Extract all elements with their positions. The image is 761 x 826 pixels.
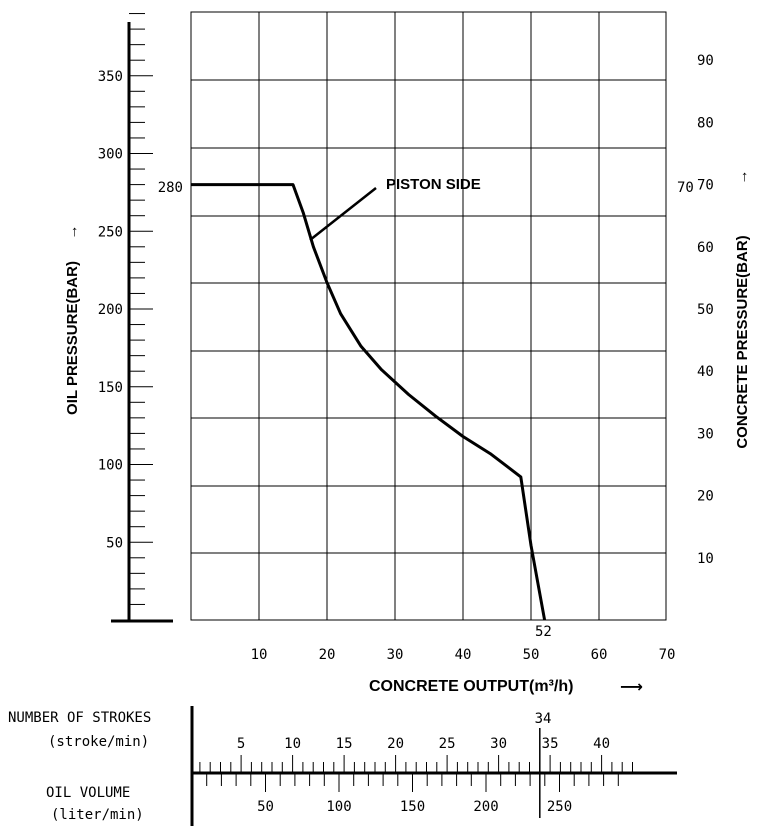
strokes-tick-label: 25 (439, 736, 456, 752)
y-tick-label: 100 (98, 458, 123, 474)
strokes-tick-label: 15 (336, 736, 353, 752)
volume-tick-label: 200 (473, 799, 498, 815)
volume-tick-label: 50 (257, 799, 274, 815)
y-tick-label: 200 (98, 302, 123, 318)
volume-tick-label: 250 (547, 799, 572, 815)
x-axis-label: CONCRETE OUTPUT(m³/h) (369, 678, 573, 695)
x-axis-arrow: ⟶ (620, 679, 643, 696)
y-tick-label: 350 (98, 69, 123, 85)
y2-tick-label: 40 (697, 364, 714, 380)
annotation-52: 52 (535, 624, 552, 640)
x-tick-label: 20 (319, 647, 336, 663)
strokes-label-2: (stroke/min) (48, 734, 149, 750)
y-tick-label: 50 (106, 535, 123, 551)
x-tick-label: 40 (455, 647, 472, 663)
x-tick-label: 60 (591, 647, 608, 663)
bottom-scale: 5 10 15 20 25 30 35 40 50 100 150 200 250 (190, 706, 677, 826)
x-tick-label: 50 (523, 647, 540, 663)
y-tick-label: 150 (98, 380, 123, 396)
tick-labels: 50 100 150 200 250 300 350 10 20 30 40 50 60 70 80 90 10… (98, 53, 714, 663)
volume-label-2: (liter/min) (51, 807, 144, 823)
volume-tick-label: 150 (400, 799, 425, 815)
strokes-tick-label: 40 (593, 736, 610, 752)
strokes-label-1: NUMBER OF STROKES (8, 710, 151, 726)
strokes-tick-label: 20 (387, 736, 404, 752)
concrete-pressure-arrow: → (734, 170, 751, 185)
y-tick-label: 250 (98, 224, 123, 240)
piston-side-leader (309, 187, 377, 241)
strokes-34-label: 34 (535, 711, 552, 727)
chart-grid (190, 11, 667, 621)
plot-frame (190, 11, 667, 621)
y2-tick-label: 30 (697, 426, 714, 442)
volume-tick-label: 100 (326, 799, 351, 815)
oil-pressure-arrow: → (64, 225, 81, 240)
y2-tick-label: 20 (697, 489, 714, 505)
annotation-280: 280 (158, 180, 183, 196)
x-tick-label: 10 (251, 647, 268, 663)
y2-tick-label: 10 (697, 551, 714, 567)
y2-tick-label: 60 (697, 240, 714, 256)
y2-tick-label: 80 (697, 115, 714, 131)
y2-tick-label: 90 (697, 53, 714, 69)
curve-layer (191, 183, 547, 621)
chart-axes (111, 13, 173, 623)
strokes-tick-label: 10 (284, 736, 301, 752)
piston-side-curve (191, 183, 547, 621)
y2-tick-label: 50 (697, 302, 714, 318)
strokes-tick-label: 30 (490, 736, 507, 752)
x-tick-label: 30 (387, 647, 404, 663)
y-tick-label: 300 (98, 147, 123, 163)
piston-side-label: PISTON SIDE (386, 176, 481, 193)
annotation-70: 70 (677, 180, 694, 196)
y2-tick-label: 70 (697, 178, 714, 194)
strokes-tick-label: 35 (542, 736, 559, 752)
concrete-pressure-axis-label: CONCRETE PRESSURE(BAR) (734, 235, 751, 448)
oil-pressure-axis-label: OIL PRESSURE(BAR) (64, 261, 81, 415)
x-tick-label: 70 (659, 647, 676, 663)
volume-label-1: OIL VOLUME (46, 785, 130, 801)
strokes-tick-label: 5 (237, 736, 245, 752)
